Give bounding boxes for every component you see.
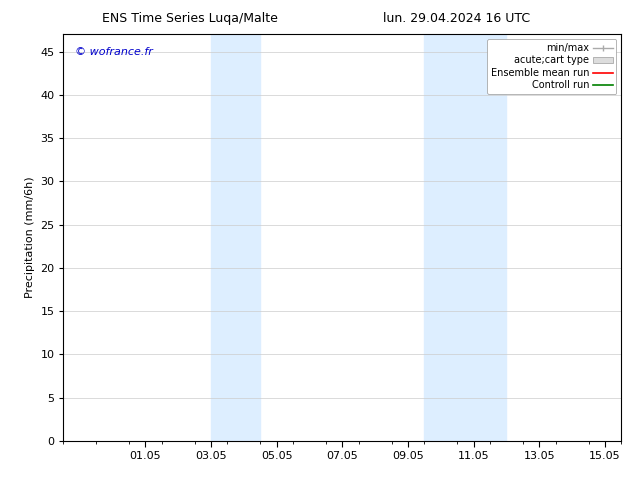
Text: lun. 29.04.2024 16 UTC: lun. 29.04.2024 16 UTC (383, 12, 530, 25)
Text: ENS Time Series Luqa/Malte: ENS Time Series Luqa/Malte (102, 12, 278, 25)
Text: © wofrance.fr: © wofrance.fr (75, 47, 152, 56)
Bar (211, 34, 261, 441)
Y-axis label: Precipitation (mm/6h): Precipitation (mm/6h) (25, 177, 35, 298)
Bar (424, 34, 507, 441)
Legend: min/max, acute;cart type, Ensemble mean run, Controll run: min/max, acute;cart type, Ensemble mean … (487, 39, 616, 94)
